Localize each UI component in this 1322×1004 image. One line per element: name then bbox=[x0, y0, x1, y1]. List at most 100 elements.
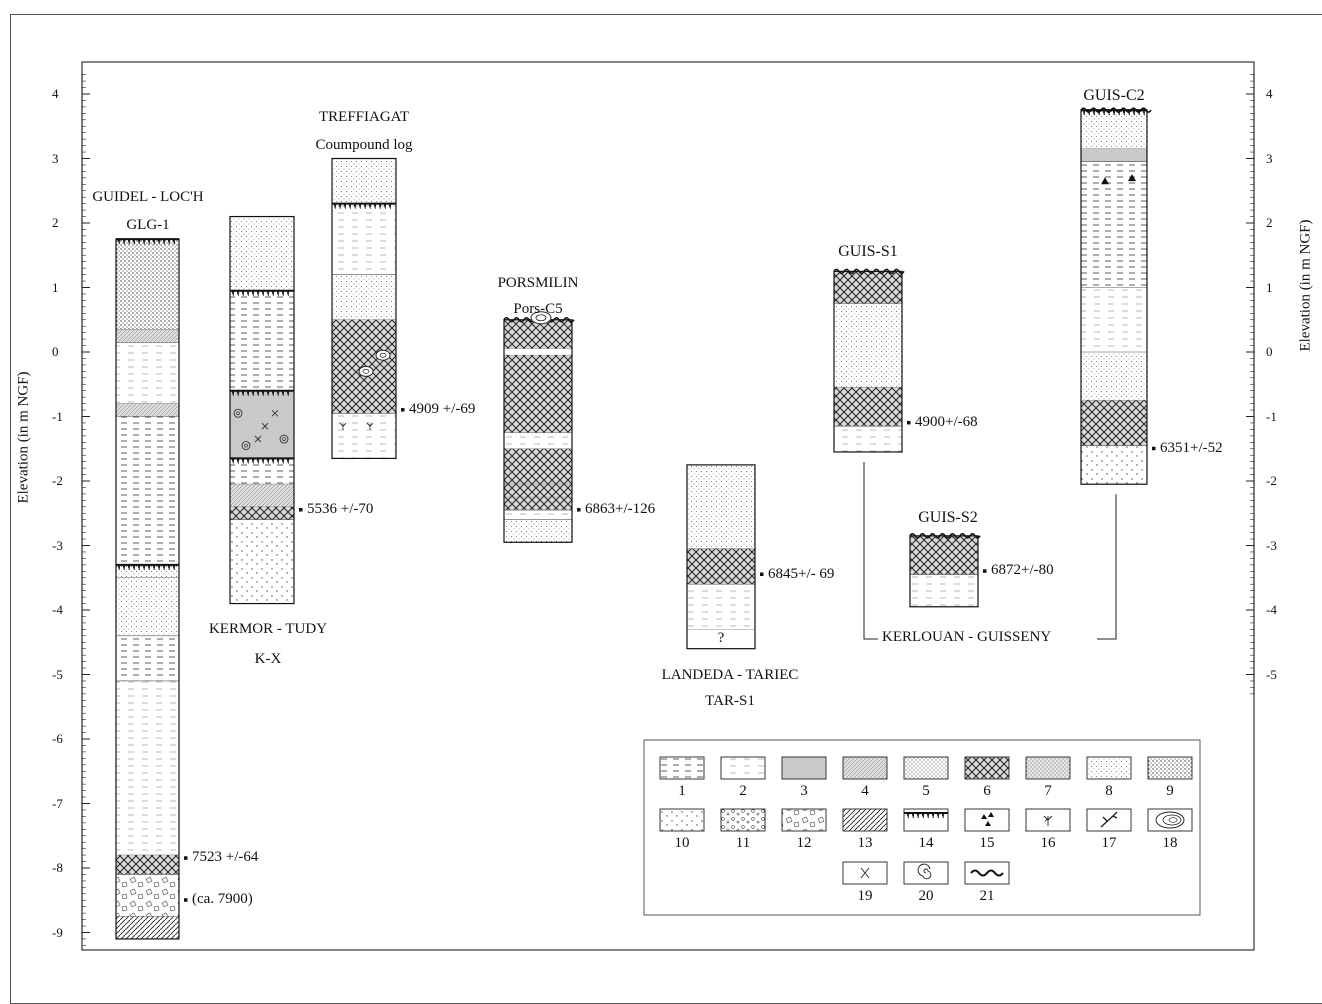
legend-item-2 bbox=[720, 756, 766, 780]
radiocarbon-date: 6863+/-126 bbox=[585, 501, 656, 518]
core-layer bbox=[504, 348, 572, 356]
date-marker bbox=[299, 508, 303, 512]
core-layer bbox=[1081, 352, 1147, 401]
legend-number: 9 bbox=[1166, 783, 1174, 799]
date-marker bbox=[983, 569, 987, 573]
left-tick-label: -7 bbox=[52, 795, 63, 811]
legend-item-10 bbox=[659, 808, 705, 832]
legend-number: 19 bbox=[857, 888, 873, 904]
core-layer bbox=[332, 203, 396, 275]
legend-item-4 bbox=[842, 756, 888, 780]
legend-item-15 bbox=[964, 808, 1010, 832]
legend-number: 16 bbox=[1040, 835, 1056, 851]
core-landeda bbox=[686, 464, 764, 650]
core-layer bbox=[687, 629, 755, 649]
core-code: Coumpound log bbox=[315, 137, 413, 153]
core-layer bbox=[1081, 161, 1147, 288]
legend-number: 4 bbox=[861, 783, 869, 799]
legend-number: 20 bbox=[918, 888, 934, 904]
core-layer bbox=[1081, 110, 1147, 149]
core-layer bbox=[1081, 400, 1147, 446]
left-tick-label: -2 bbox=[52, 473, 63, 488]
triangle-symbol bbox=[1101, 177, 1109, 185]
core-layer bbox=[230, 216, 294, 291]
legend-number: 1 bbox=[678, 783, 686, 799]
core-layer bbox=[687, 584, 755, 630]
core-layer bbox=[834, 303, 902, 388]
core-layer bbox=[116, 855, 179, 875]
core-kermor bbox=[229, 215, 303, 605]
core-layer bbox=[504, 319, 572, 349]
core-layer bbox=[116, 416, 179, 565]
left-tick-label: 2 bbox=[52, 215, 59, 230]
core-layer bbox=[504, 519, 572, 543]
core-layer bbox=[230, 390, 294, 459]
right-tick-label: 0 bbox=[1266, 344, 1273, 359]
radiocarbon-date: 5536 +/-70 bbox=[307, 501, 374, 518]
legend-item-16 bbox=[1025, 808, 1071, 832]
left-tick-label: 4 bbox=[52, 86, 59, 101]
core-layer bbox=[687, 548, 755, 585]
core-title: TREFFIAGAT bbox=[318, 109, 410, 125]
root-marks bbox=[117, 238, 176, 245]
core-outline bbox=[686, 464, 756, 650]
core-outline bbox=[331, 157, 397, 460]
legend-item-19 bbox=[842, 861, 888, 885]
left-tick-label: -3 bbox=[52, 537, 63, 553]
left-tick-label: -6 bbox=[52, 731, 63, 746]
date-marker bbox=[184, 898, 188, 902]
legend-item-21 bbox=[964, 861, 1010, 885]
legend-item-8 bbox=[1086, 756, 1132, 780]
core-layer bbox=[116, 403, 179, 417]
foraminifera-symbol bbox=[271, 409, 279, 417]
legend-item-12 bbox=[781, 808, 827, 832]
left-tick-label: 0 bbox=[52, 344, 59, 359]
radiocarbon-date: 4909 +/-69 bbox=[409, 401, 476, 418]
core-layer bbox=[834, 387, 902, 427]
legend-item-5 bbox=[903, 756, 949, 780]
right-tick-label: 2 bbox=[1266, 215, 1273, 230]
right-tick-label: -1 bbox=[1266, 408, 1277, 424]
core-treffiagat bbox=[331, 157, 405, 460]
legend-item-1 bbox=[659, 756, 705, 780]
question-mark: ? bbox=[717, 630, 725, 647]
core-layer bbox=[116, 564, 179, 578]
plant-remains-symbol bbox=[339, 422, 347, 431]
core-guis-s1 bbox=[833, 268, 911, 453]
core-layer bbox=[504, 355, 572, 433]
core-layer bbox=[116, 916, 179, 939]
core-layer bbox=[116, 239, 179, 330]
core-layer bbox=[504, 484, 572, 498]
core-layer bbox=[116, 577, 179, 636]
legend-number: 21 bbox=[979, 888, 995, 904]
legend-number: 2 bbox=[739, 783, 747, 799]
right-tick-label: -2 bbox=[1266, 473, 1277, 488]
core-title: PORSMILIN bbox=[497, 275, 579, 291]
date-marker bbox=[401, 408, 405, 412]
date-marker bbox=[760, 572, 764, 577]
legend-item-7 bbox=[1025, 756, 1071, 780]
core-title: KERMOR - TUDY bbox=[208, 621, 328, 637]
erosion-surface bbox=[909, 533, 981, 539]
core-layer bbox=[1081, 287, 1147, 352]
legend-number: 7 bbox=[1044, 783, 1052, 799]
core-layer bbox=[332, 413, 396, 459]
legend-item-13 bbox=[842, 808, 888, 832]
legend-number: 12 bbox=[796, 835, 812, 851]
root-marks bbox=[333, 203, 392, 209]
erosion-surface bbox=[1080, 107, 1152, 113]
core-layer bbox=[332, 158, 396, 204]
core-code: GLG-1 bbox=[126, 217, 170, 233]
shell-symbol bbox=[530, 311, 552, 325]
core-layer bbox=[230, 290, 294, 391]
core-layer bbox=[504, 448, 572, 485]
date-marker bbox=[907, 420, 911, 425]
right-tick-label: 4 bbox=[1266, 86, 1273, 101]
radiocarbon-date: 6872+/-80 bbox=[991, 562, 1054, 579]
core-layer bbox=[687, 464, 755, 549]
core-layer bbox=[504, 432, 572, 449]
legend-number: 10 bbox=[674, 835, 690, 851]
legend-number: 18 bbox=[1162, 835, 1178, 851]
legend-number: 3 bbox=[800, 783, 808, 799]
